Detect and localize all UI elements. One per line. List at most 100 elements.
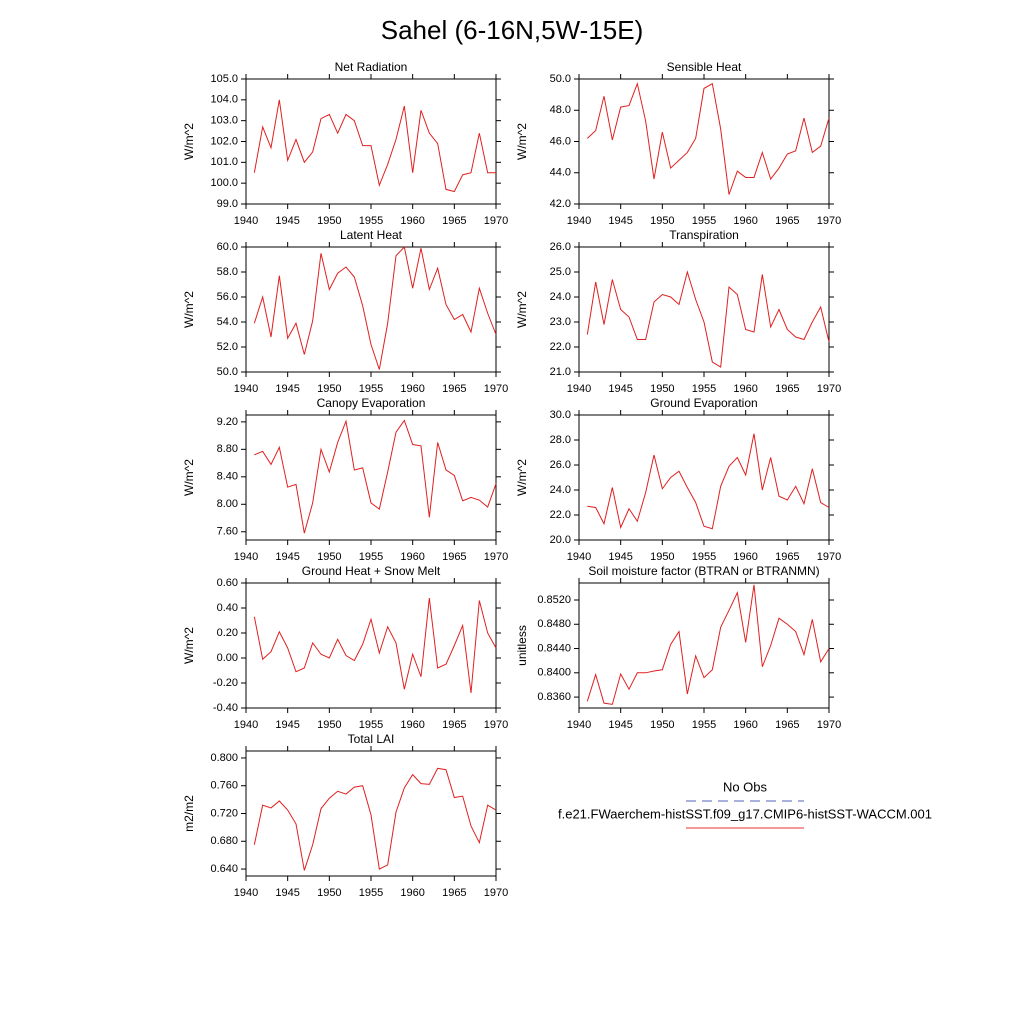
x-tick-label: 1960 [400,887,424,899]
y-tick-label: 0.20 [217,627,238,639]
y-axis-label: unitless [515,625,529,666]
y-tick-label: -0.20 [213,677,238,689]
x-tick-label: 1965 [442,551,466,563]
y-tick-label: 26.0 [550,459,571,471]
plot-frame [578,414,830,541]
panel-title: Soil moisture factor (BTRAN or BTRANMN) [588,564,819,578]
data-line [254,419,497,534]
y-axis-label: W/m^2 [182,627,196,664]
legend-label: No Obs [723,779,768,794]
x-tick-label: 1945 [608,719,632,731]
y-tick-label: 9.20 [217,416,238,428]
x-tick-label: 1950 [650,215,674,227]
y-tick-label: 0.680 [210,835,238,847]
y-tick-label: 25.0 [550,266,571,278]
y-tick-label: 60.0 [217,241,238,253]
y-tick-label: 103.0 [210,115,238,127]
x-tick-label: 1940 [234,887,258,899]
x-tick-label: 1940 [234,719,258,731]
data-line [587,433,830,530]
x-tick-label: 1960 [400,719,424,731]
y-tick-label: 24.0 [550,291,571,303]
y-tick-label: 56.0 [217,291,238,303]
y-axis-label: W/m^2 [182,123,196,160]
y-tick-label: 0.760 [210,780,238,792]
x-tick-label: 1950 [317,719,341,731]
y-tick-label: 48.0 [550,104,571,116]
y-tick-label: 28.0 [550,434,571,446]
y-axis-label: W/m^2 [515,459,529,496]
x-tick-label: 1940 [234,383,258,395]
y-tick-label: 8.40 [217,471,238,483]
y-tick-label: 0.720 [210,807,238,819]
y-tick-label: 0.00 [217,652,238,664]
y-tick-label: 7.60 [217,526,238,538]
panel-title: Latent Heat [340,228,403,242]
x-tick-label: 1965 [442,383,466,395]
x-tick-label: 1940 [234,215,258,227]
y-axis-label: W/m^2 [182,459,196,496]
data-line [253,99,496,193]
x-tick-label: 1970 [484,551,508,563]
x-tick-label: 1950 [650,383,674,395]
data-line [253,245,497,370]
x-tick-label: 1950 [317,215,341,227]
x-tick-label: 1955 [692,719,716,731]
x-tick-label: 1945 [275,551,299,563]
x-tick-label: 1960 [733,551,757,563]
x-tick-label: 1955 [359,719,383,731]
data-line [586,81,830,195]
x-tick-label: 1940 [567,719,591,731]
y-tick-label: 0.800 [210,752,238,764]
y-tick-label: 23.0 [550,316,571,328]
y-axis-label: W/m^2 [515,123,529,160]
figure-title: Sahel (6-16N,5W-15E) [381,15,644,45]
x-tick-label: 1945 [275,887,299,899]
legend-label: f.e21.FWaerchem-histSST.f09_g17.CMIP6-hi… [558,806,932,821]
x-tick-label: 1970 [484,383,508,395]
y-tick-label: 58.0 [217,266,238,278]
x-tick-label: 1945 [608,215,632,227]
y-tick-label: 8.80 [217,443,238,455]
y-tick-label: 0.8520 [537,594,571,606]
x-tick-label: 1970 [817,215,841,227]
y-tick-label: 44.0 [550,167,571,179]
y-tick-label: 0.60 [217,577,238,589]
x-tick-label: 1960 [733,383,757,395]
y-tick-label: 52.0 [217,341,238,353]
x-tick-label: 1950 [317,551,341,563]
x-tick-label: 1965 [775,383,799,395]
x-tick-label: 1965 [442,215,466,227]
x-tick-label: 1950 [650,719,674,731]
data-line [253,597,497,694]
plot-frame [245,414,497,541]
x-tick-label: 1940 [567,551,591,563]
y-tick-label: 50.0 [217,366,238,378]
x-tick-label: 1955 [359,383,383,395]
y-tick-label: 50.0 [550,73,571,85]
x-tick-label: 1965 [775,551,799,563]
x-tick-label: 1960 [400,215,424,227]
x-tick-label: 1955 [359,551,383,563]
y-axis-label: W/m^2 [515,291,529,328]
x-tick-label: 1960 [733,215,757,227]
y-axis-label: m2/m2 [182,795,196,832]
x-tick-label: 1955 [359,887,383,899]
y-tick-label: 42.0 [550,198,571,210]
x-tick-label: 1970 [817,383,841,395]
x-tick-label: 1945 [275,719,299,731]
y-tick-label: 26.0 [550,241,571,253]
y-tick-label: 101.0 [210,156,238,168]
y-tick-label: 0.8400 [537,667,571,679]
y-tick-label: 105.0 [210,73,238,85]
x-tick-label: 1950 [317,383,341,395]
plot-frame [245,582,497,709]
data-line [586,584,830,705]
y-tick-label: 21.0 [550,366,571,378]
x-tick-label: 1955 [692,383,716,395]
y-tick-label: 102.0 [210,135,238,147]
x-tick-label: 1965 [775,215,799,227]
data-line [586,270,830,368]
panel-title: Transpiration [669,228,739,242]
y-tick-label: 24.0 [550,484,571,496]
